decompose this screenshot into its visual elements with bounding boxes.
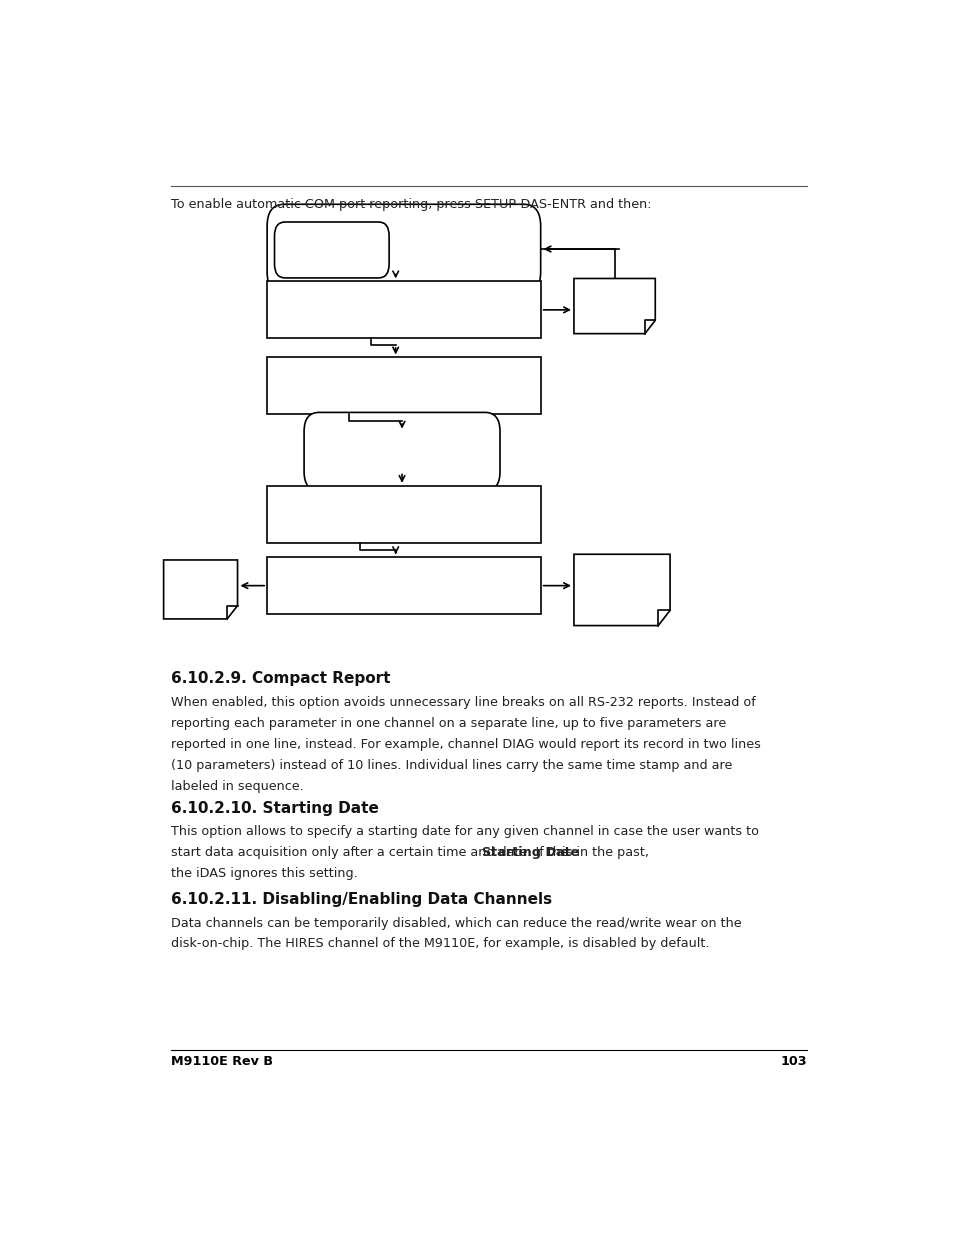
Text: the iDAS ignores this setting.: the iDAS ignores this setting.: [171, 867, 357, 881]
Bar: [267, 557, 540, 614]
Text: Starting Date: Starting Date: [482, 846, 579, 860]
Text: start data acquisition only after a certain time and date. If the: start data acquisition only after a cert…: [171, 846, 572, 860]
Polygon shape: [164, 559, 237, 619]
Text: When enabled, this option avoids unnecessary line breaks on all RS-232 reports. : When enabled, this option avoids unneces…: [171, 697, 755, 709]
Bar: [267, 485, 540, 543]
Text: reporting each parameter in one channel on a separate line, up to five parameter: reporting each parameter in one channel …: [171, 716, 725, 730]
Text: This option allows to specify a starting date for any given channel in case the : This option allows to specify a starting…: [171, 825, 759, 839]
Text: reported in one line, instead. For example, channel DIAG would report its record: reported in one line, instead. For examp…: [171, 737, 760, 751]
Text: (10 parameters) instead of 10 lines. Individual lines carry the same time stamp : (10 parameters) instead of 10 lines. Ind…: [171, 758, 732, 772]
Bar: [267, 282, 540, 338]
Text: 6.10.2.9. Compact Report: 6.10.2.9. Compact Report: [171, 672, 390, 687]
Polygon shape: [574, 555, 669, 626]
FancyBboxPatch shape: [267, 204, 540, 294]
Text: 6.10.2.10. Starting Date: 6.10.2.10. Starting Date: [171, 800, 378, 815]
Text: is in the past,: is in the past,: [558, 846, 648, 860]
Text: 103: 103: [780, 1056, 806, 1068]
Text: disk-on-chip. The HIRES channel of the M9110E, for example, is disabled by defau: disk-on-chip. The HIRES channel of the M…: [171, 937, 709, 951]
Text: 6.10.2.11. Disabling/Enabling Data Channels: 6.10.2.11. Disabling/Enabling Data Chann…: [171, 892, 552, 906]
Text: M9110E Rev B: M9110E Rev B: [171, 1056, 273, 1068]
Polygon shape: [574, 278, 655, 333]
FancyBboxPatch shape: [274, 222, 389, 278]
Text: To enable automatic COM port reporting, press SETUP-DAS-ENTR and then:: To enable automatic COM port reporting, …: [171, 198, 651, 211]
Bar: [267, 357, 540, 415]
FancyBboxPatch shape: [304, 412, 499, 490]
Text: Data channels can be temporarily disabled, which can reduce the read/write wear : Data channels can be temporarily disable…: [171, 916, 740, 930]
Text: labeled in sequence.: labeled in sequence.: [171, 779, 303, 793]
